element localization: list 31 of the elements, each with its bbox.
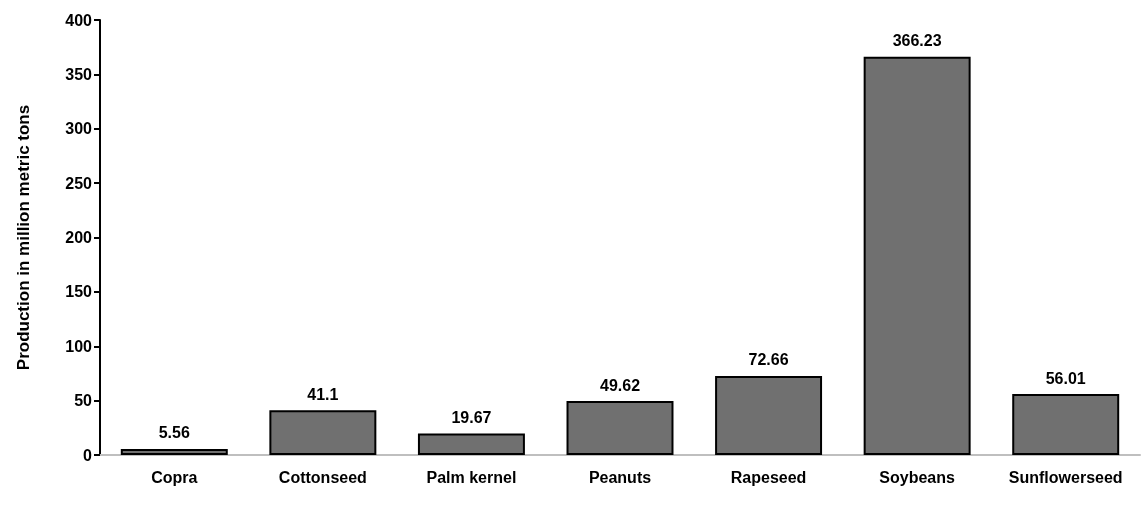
y-tick-label: 200 (65, 229, 93, 246)
x-tick-label: Rapeseed (730, 468, 807, 486)
data-label: 72.66 (748, 351, 789, 369)
bar (566, 401, 674, 455)
bar (120, 448, 228, 455)
y-tick-label: 50 (74, 392, 93, 410)
bar (417, 433, 525, 455)
data-label: 19.67 (451, 409, 492, 427)
bar (715, 375, 823, 455)
data-label: 366.23 (892, 32, 942, 50)
y-tick-label: 250 (65, 174, 93, 192)
x-tick-label: Peanuts (588, 468, 652, 486)
y-tick-label: 150 (65, 283, 93, 301)
y-tick-label: 100 (65, 337, 93, 355)
data-label: 56.01 (1045, 369, 1086, 387)
y-tick-label: 300 (65, 120, 93, 138)
y-axis-title: Production in million metric tons (14, 104, 33, 371)
x-tick-label: Soybeans (879, 468, 956, 486)
data-label: 5.56 (158, 424, 190, 442)
y-tick-label: 350 (65, 65, 93, 83)
y-tick-label: 0 (83, 446, 93, 464)
data-label: 49.62 (599, 376, 641, 394)
bar (863, 56, 971, 455)
data-label: 41.1 (307, 385, 339, 403)
bar (1012, 394, 1120, 455)
x-tick-label: Sunflowerseed (1008, 468, 1123, 486)
bar (269, 410, 377, 455)
y-tick-label: 400 (65, 11, 93, 29)
x-tick-label: Palm kernel (426, 468, 517, 486)
x-tick-label: Copra (151, 468, 198, 486)
x-tick-label: Cottonseed (278, 468, 367, 486)
